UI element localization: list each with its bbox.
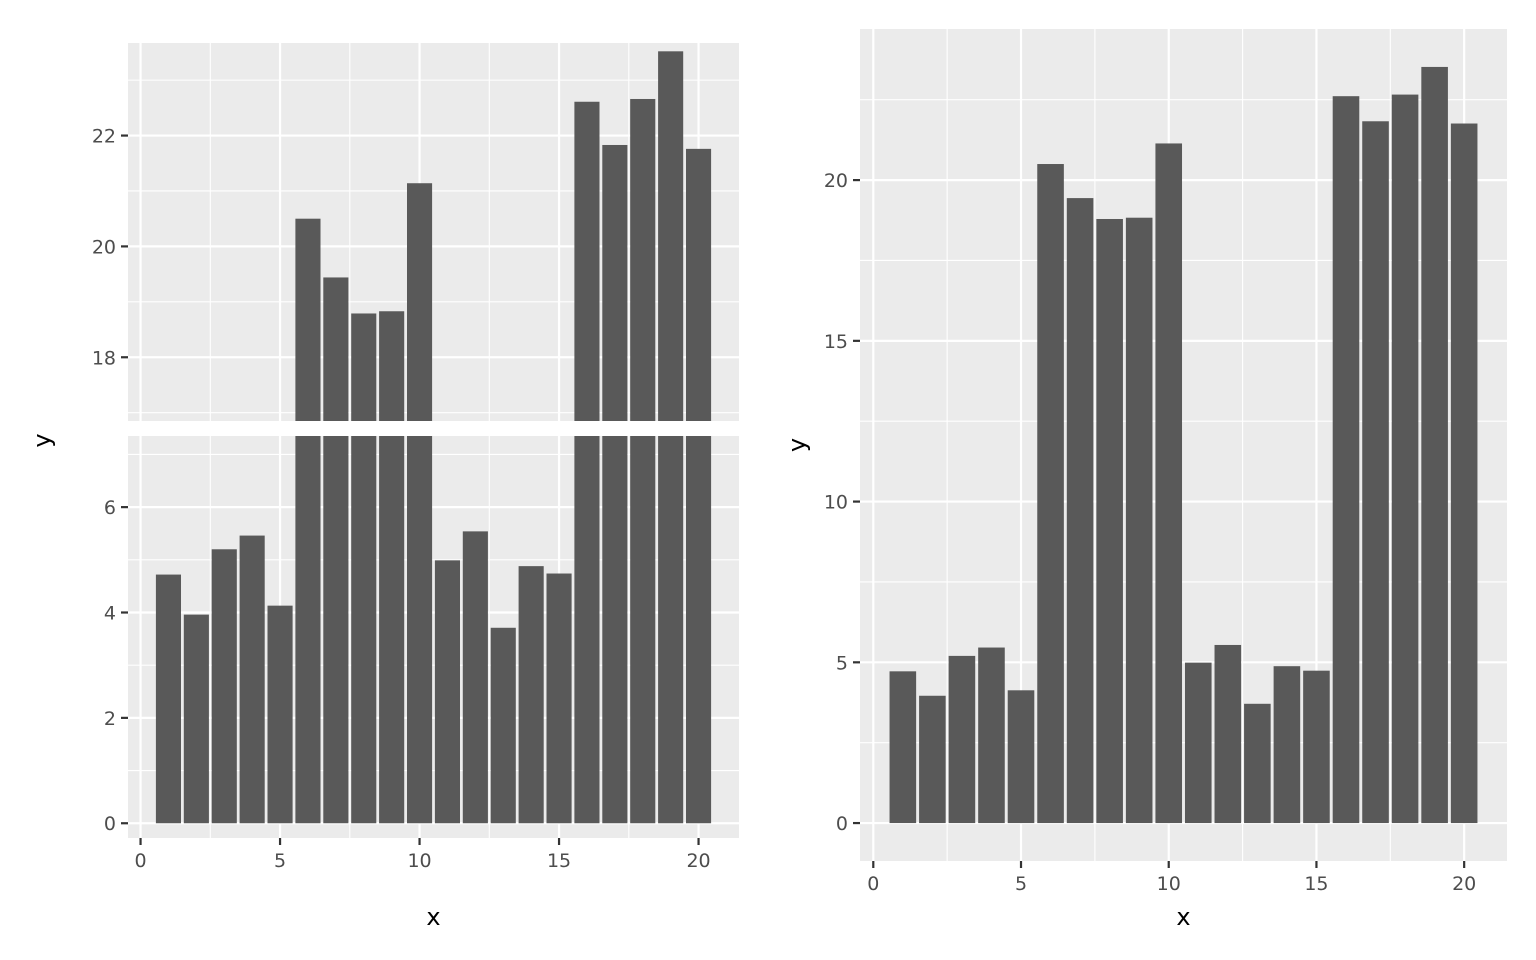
lower-bar-3 [211, 549, 237, 824]
right-bar-4 [978, 647, 1005, 824]
upper-axis-segment: 18 20 22 [92, 43, 739, 421]
lower-bar-19 [658, 436, 684, 824]
right-x-tick-label-5: 5 [1015, 873, 1027, 895]
lower-bar-18 [630, 436, 656, 824]
right-bar-14 [1273, 666, 1301, 824]
upper-bar-9 [379, 311, 405, 421]
lower-bar-5 [267, 605, 293, 824]
lower-bar-7 [323, 436, 349, 824]
upper-bar-6 [295, 218, 321, 421]
right-bar-13 [1244, 703, 1271, 824]
right-x-tick-label-0: 0 [867, 873, 879, 895]
right-bar-20 [1450, 123, 1478, 824]
right-bar-1 [889, 671, 917, 824]
right-bar-19 [1421, 66, 1448, 824]
lower-bar-9 [379, 436, 405, 824]
right-y-tick-label-15: 15 [824, 331, 848, 353]
right-bar-3 [948, 655, 976, 824]
upper-bar-10 [406, 183, 433, 421]
right-y-tick-label-5: 5 [836, 652, 848, 674]
lower-bar-6 [295, 436, 321, 824]
right-x-tick-label-10: 10 [1157, 873, 1181, 895]
right-x-axis: 0 5 10 15 20 [867, 861, 1476, 895]
upper-bar-18 [630, 98, 656, 421]
upper-bar-8 [351, 313, 377, 421]
right-x-tick-label-15: 15 [1304, 873, 1328, 895]
right-bar-5 [1007, 690, 1035, 824]
right-bar-6 [1037, 164, 1064, 824]
lower-bar-20 [685, 436, 712, 824]
left-x-tick-label-5: 5 [274, 850, 286, 872]
left-x-tick-label-10: 10 [407, 850, 431, 872]
upper-y-tick-label-22: 22 [92, 126, 116, 148]
left-x-tick-label-0: 0 [135, 850, 147, 872]
right-bar-8 [1096, 218, 1123, 824]
left-y-axis-title: y [28, 433, 56, 447]
lower-bar-8 [351, 436, 377, 824]
lower-y-tick-label-6: 6 [104, 497, 116, 519]
right-bar-18 [1391, 94, 1419, 824]
right-plot-area: 0 5 10 15 20 [824, 29, 1507, 861]
lower-bar-14 [518, 566, 544, 824]
right-bar-2 [919, 695, 946, 824]
right-x-tick-label-20: 20 [1452, 873, 1476, 895]
left-x-axis: 0 5 10 15 20 [135, 838, 711, 872]
lower-y-tick-label-2: 2 [104, 708, 116, 730]
right-chart-full-axis: 0 5 10 15 20 0 5 10 15 20 x y [783, 29, 1507, 931]
right-bar-11 [1184, 662, 1212, 824]
upper-bar-16 [574, 101, 600, 421]
lower-bar-2 [183, 614, 209, 824]
lower-bar-13 [490, 627, 516, 824]
upper-bar-7 [323, 277, 349, 421]
right-bar-15 [1303, 670, 1330, 824]
lower-bars [155, 436, 712, 824]
right-bar-9 [1125, 217, 1153, 824]
lower-axis-segment: 0 2 4 6 [104, 436, 739, 838]
upper-bar-20 [685, 148, 712, 421]
lower-bar-4 [239, 535, 265, 824]
lower-bar-11 [434, 560, 461, 824]
right-y-tick-label-0: 0 [836, 813, 848, 835]
left-x-axis-title: x [426, 903, 440, 931]
lower-bar-15 [546, 573, 572, 824]
left-x-tick-label-15: 15 [547, 850, 571, 872]
right-bars [889, 66, 1478, 824]
right-bar-7 [1066, 198, 1094, 824]
lower-bar-10 [406, 436, 433, 824]
right-bar-17 [1362, 121, 1389, 824]
right-bar-12 [1214, 644, 1242, 824]
upper-bar-19 [658, 51, 684, 421]
lower-bar-1 [155, 574, 182, 824]
lower-bar-12 [462, 531, 488, 824]
right-bar-10 [1155, 143, 1183, 824]
lower-y-tick-label-0: 0 [104, 813, 116, 835]
upper-bar-17 [602, 144, 628, 421]
lower-bar-17 [602, 436, 628, 824]
left-chart-broken-axis: 18 20 22 0 2 4 6 0 5 10 15 20 x y [28, 43, 739, 931]
lower-y-tick-label-4: 4 [104, 603, 116, 625]
lower-bar-16 [574, 436, 600, 824]
right-y-tick-label-20: 20 [824, 170, 848, 192]
left-x-tick-label-20: 20 [686, 850, 710, 872]
right-y-tick-label-10: 10 [824, 492, 848, 514]
upper-bars [295, 51, 712, 421]
right-bar-16 [1332, 96, 1360, 824]
right-y-axis-title: y [783, 438, 811, 452]
upper-y-tick-label-20: 20 [92, 236, 116, 258]
upper-y-tick-label-18: 18 [92, 347, 116, 369]
right-x-axis-title: x [1176, 903, 1190, 931]
